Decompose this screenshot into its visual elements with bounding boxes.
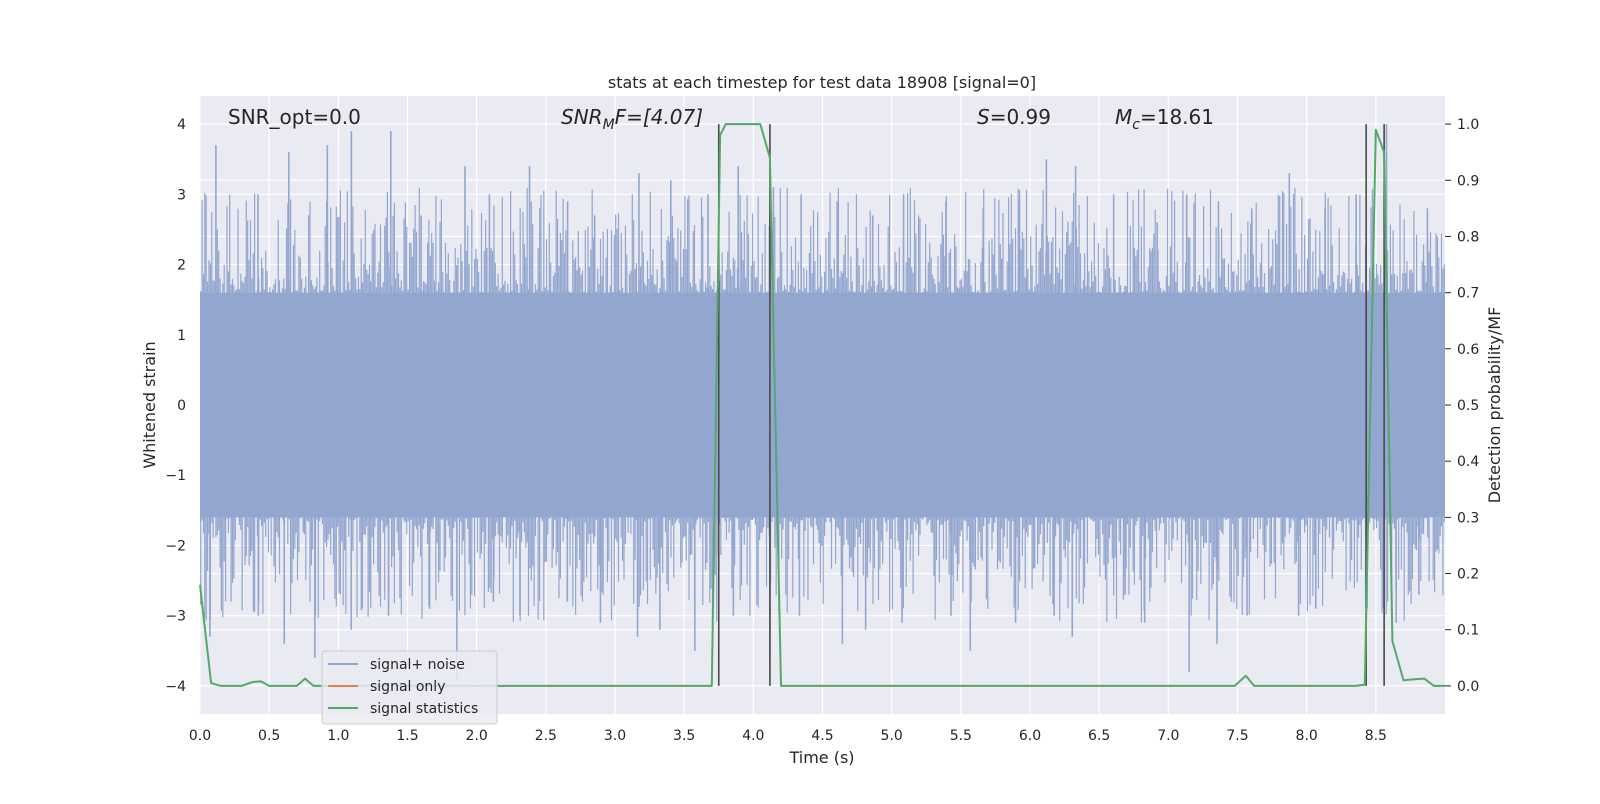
y-axis-left-label: Whitened strain [140, 341, 159, 468]
y-tick-label-right: 0.1 [1457, 623, 1479, 639]
legend: signal+ noise signal only signal statist… [321, 650, 498, 725]
y-tick-label-right: 0.6 [1457, 342, 1479, 358]
legend-label-signal-noise: signal+ noise [370, 657, 465, 673]
y-tick-label-left: −4 [165, 679, 186, 695]
annotation-mc: Mc=18.61 [1115, 105, 1214, 133]
y-tick-label-right: 0.2 [1457, 567, 1479, 583]
y-axis-left-ticks: −4 −3 −2 −1 0 1 2 3 4 [165, 117, 186, 695]
y-tick-label-left: 4 [177, 117, 186, 133]
y-tick-label-right: 0.3 [1457, 510, 1479, 526]
series-signal-noise [200, 124, 1445, 679]
x-axis-label: Time (s) [788, 748, 854, 767]
y-tick-label-left: 3 [177, 187, 186, 203]
noise-core-band [200, 292, 1445, 518]
x-tick-label: 8.5 [1365, 728, 1387, 744]
x-tick-label: 0.0 [189, 728, 211, 744]
noise-spikes [200, 187, 1445, 623]
y-tick-label-right: 0.7 [1457, 286, 1479, 302]
x-tick-label: 1.5 [396, 728, 418, 744]
x-tick-label: 6.5 [1088, 728, 1110, 744]
x-tick-label: 8.0 [1296, 728, 1318, 744]
x-tick-label: 3.0 [604, 728, 626, 744]
series-signal-statistics [199, 123, 1445, 687]
chart-title: stats at each timestep for test data 189… [608, 73, 1036, 92]
x-tick-label: 7.0 [1157, 728, 1179, 744]
y-tick-label-left: 1 [177, 328, 186, 344]
annotation-snr-opt: SNR_opt=0.0 [228, 105, 361, 129]
y-tick-label-right: 0.0 [1457, 679, 1479, 695]
y-tick-label-left: −3 [165, 609, 186, 625]
x-tick-label: 5.5 [950, 728, 972, 744]
x-tick-label: 2.0 [466, 728, 488, 744]
x-tick-label: 3.5 [673, 728, 695, 744]
legend-label-signal-statistics: signal statistics [370, 701, 478, 717]
y-tick-label-right: 0.5 [1457, 398, 1479, 414]
x-axis-ticks: 0.0 0.5 1.0 1.5 2.0 2.5 3.0 3.5 4.0 4.5 5.0 5.5 6.0 6… [189, 728, 1387, 744]
legend-box [321, 650, 498, 725]
x-tick-label: 0.5 [258, 728, 280, 744]
legend-label-signal-only: signal only [370, 679, 445, 695]
y-tick-label-left: 2 [177, 258, 186, 274]
x-tick-label: 4.0 [742, 728, 764, 744]
y-tick-label-right: 1.0 [1457, 117, 1479, 133]
x-tick-label: 1.0 [327, 728, 349, 744]
signal-statistics-line [199, 123, 1445, 687]
annotation-snr-mf: SNRMF=[4.07] [561, 105, 703, 133]
annotation-s: S=0.99 [977, 105, 1051, 129]
y-axis-right-label: Detection probability/MF [1485, 307, 1504, 504]
y-tick-label-right: 0.8 [1457, 229, 1479, 245]
y-tick-label-left: −1 [165, 468, 186, 484]
x-tick-label: 4.5 [811, 728, 833, 744]
x-tick-label: 7.5 [1226, 728, 1248, 744]
y-tick-label-right: 0.4 [1457, 454, 1479, 470]
x-tick-label: 6.0 [1019, 728, 1041, 744]
y-tick-label-left: −2 [165, 538, 186, 554]
x-tick-label: 5.0 [881, 728, 903, 744]
y-tick-label-left: 0 [177, 398, 186, 414]
x-tick-label: 2.5 [535, 728, 557, 744]
y-tick-label-right: 0.9 [1457, 173, 1479, 189]
y-axis-right-ticks: 0.0 0.1 0.2 0.3 0.4 0.5 0.6 0.7 0.8 0.9 1.0 [1445, 117, 1479, 695]
